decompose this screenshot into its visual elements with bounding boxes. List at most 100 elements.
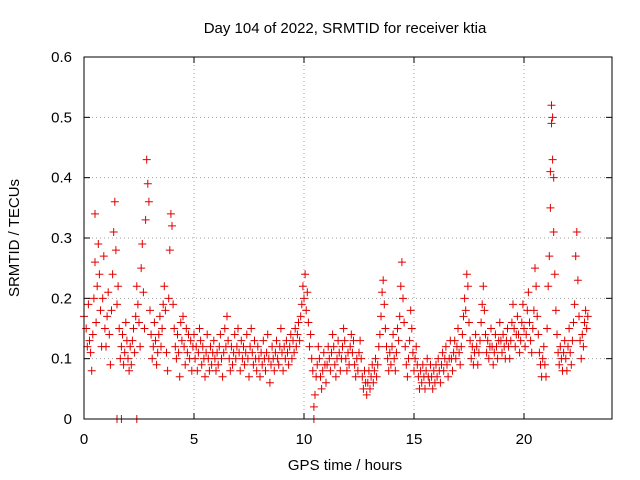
data-point xyxy=(548,155,557,164)
data-point xyxy=(118,330,127,339)
data-point xyxy=(165,246,174,255)
data-point xyxy=(465,318,473,327)
data-point xyxy=(131,312,140,321)
data-point xyxy=(539,342,548,351)
data-point xyxy=(153,348,162,357)
data-point xyxy=(292,342,301,351)
data-point xyxy=(576,336,585,345)
data-point xyxy=(272,336,281,345)
data-point xyxy=(478,300,487,309)
data-point xyxy=(174,348,183,357)
data-point xyxy=(214,360,223,369)
data-point xyxy=(412,342,421,351)
data-point xyxy=(220,324,229,333)
data-point xyxy=(395,312,404,321)
y-tick-label: 0 xyxy=(64,411,72,428)
data-point xyxy=(444,372,453,381)
data-point xyxy=(319,348,328,357)
data-point xyxy=(124,354,132,363)
data-point xyxy=(422,366,431,375)
data-point xyxy=(141,215,150,224)
data-point xyxy=(148,354,157,363)
data-point xyxy=(462,270,471,279)
data-point xyxy=(484,354,493,363)
data-point xyxy=(491,330,500,339)
data-point xyxy=(94,240,103,249)
data-point xyxy=(454,324,462,333)
x-tick-label: 0 xyxy=(80,431,88,448)
data-point xyxy=(223,312,231,321)
data-point xyxy=(99,252,108,261)
data-point xyxy=(253,342,262,351)
data-point xyxy=(540,360,549,369)
data-point xyxy=(245,372,253,381)
data-point xyxy=(578,330,587,339)
data-point xyxy=(155,312,164,321)
data-point xyxy=(203,330,212,339)
data-point xyxy=(549,227,558,236)
data-point xyxy=(480,306,489,315)
data-point xyxy=(451,354,460,363)
data-point xyxy=(308,366,317,375)
data-point xyxy=(190,330,198,339)
data-point xyxy=(186,336,195,345)
data-point xyxy=(499,330,508,339)
data-point xyxy=(117,342,126,351)
data-point xyxy=(397,258,406,267)
data-point xyxy=(381,324,390,333)
data-point xyxy=(492,342,501,351)
data-point xyxy=(93,282,102,291)
data-point xyxy=(335,348,344,357)
data-point xyxy=(560,336,569,345)
data-point xyxy=(137,264,146,273)
data-point xyxy=(240,360,249,369)
data-point xyxy=(522,330,531,339)
data-point xyxy=(140,324,149,333)
data-point xyxy=(219,348,228,357)
data-point xyxy=(516,336,525,345)
data-point xyxy=(507,318,516,327)
data-point xyxy=(550,270,559,279)
data-point xyxy=(330,360,339,369)
data-point xyxy=(472,342,481,351)
data-point xyxy=(294,318,303,327)
data-point xyxy=(83,342,92,351)
data-point xyxy=(401,342,410,351)
data-point xyxy=(583,312,592,321)
data-point xyxy=(455,348,464,357)
data-point xyxy=(393,324,402,333)
data-point xyxy=(183,348,192,357)
data-point xyxy=(224,336,233,345)
data-point xyxy=(218,372,227,381)
data-point xyxy=(567,360,576,369)
data-point xyxy=(547,119,556,128)
data-point xyxy=(296,312,305,321)
data-point xyxy=(467,354,476,363)
data-point xyxy=(569,318,578,327)
data-point xyxy=(438,348,447,357)
data-point xyxy=(115,324,124,333)
data-point xyxy=(487,324,495,333)
data-point xyxy=(357,354,366,363)
data-point xyxy=(129,324,138,333)
data-point xyxy=(347,330,356,339)
data-point xyxy=(546,167,555,176)
data-point xyxy=(158,324,167,333)
data-point xyxy=(555,360,564,369)
data-point xyxy=(246,342,255,351)
data-point xyxy=(407,324,416,333)
data-point xyxy=(176,318,185,327)
data-point xyxy=(309,402,318,411)
data-point xyxy=(568,336,577,345)
data-point xyxy=(340,336,349,345)
data-point xyxy=(91,209,99,218)
data-point xyxy=(143,179,152,188)
data-point xyxy=(179,312,187,321)
data-point xyxy=(226,366,235,375)
data-point xyxy=(372,372,381,381)
data-point xyxy=(173,330,182,339)
data-point xyxy=(100,324,109,333)
data-point xyxy=(206,342,215,351)
data-point xyxy=(377,312,385,321)
